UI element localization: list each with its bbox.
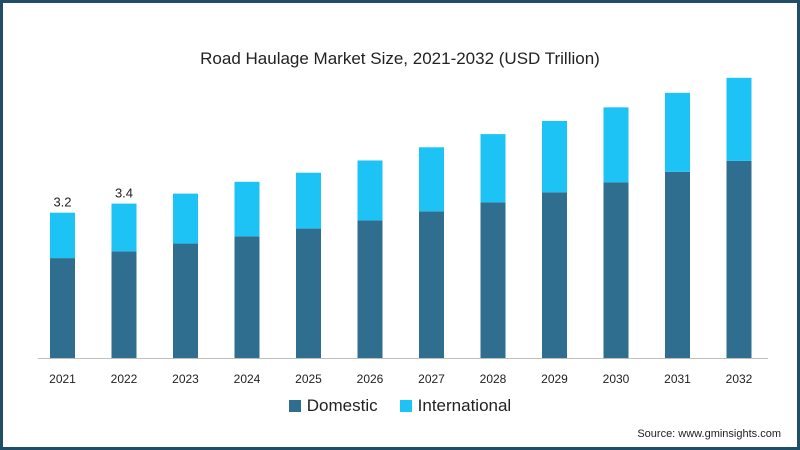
bar-domestic-2026	[357, 220, 383, 358]
x-tick-label-2021: 2021	[49, 372, 76, 386]
bar-international-2025	[296, 172, 321, 229]
bar-domestic-2030	[603, 182, 629, 358]
x-tick-label-2024: 2024	[234, 372, 261, 386]
bar-international-2031	[665, 92, 690, 172]
x-tick-label-2023: 2023	[172, 372, 199, 386]
x-tick-label-2028: 2028	[480, 372, 507, 386]
chart-title: Road Haulage Market Size, 2021-2032 (USD…	[200, 49, 600, 68]
legend-swatch-international	[399, 400, 412, 412]
source-note: Source: www.gminsights.com	[637, 428, 781, 440]
data-label-2021: 3.2	[53, 195, 71, 210]
bar-international-2024	[234, 181, 260, 237]
x-tick-label-2026: 2026	[357, 372, 384, 386]
bar-domestic-2022	[111, 251, 137, 358]
bar-international-2026	[357, 160, 383, 221]
bar-domestic-2029	[542, 192, 567, 358]
x-tick-label-2027: 2027	[418, 372, 445, 386]
bar-international-2030	[603, 107, 629, 183]
bar-international-2021	[50, 212, 75, 259]
bar-domestic-2032	[726, 160, 752, 358]
legend-label-international: International	[417, 396, 512, 415]
bar-chart: 2021 3.2 2022 3.4 2023 2024 2025 2026 2027 2028 20…	[38, 77, 768, 386]
bar-domestic-2025	[296, 228, 321, 358]
x-tick-label-2031: 2031	[664, 372, 691, 386]
bar-domestic-2024	[234, 236, 260, 358]
x-tick-label-2029: 2029	[541, 372, 568, 386]
bar-domestic-2028	[480, 202, 506, 358]
x-tick-label-2032: 2032	[726, 372, 753, 386]
legend-swatch-domestic	[288, 400, 301, 412]
chart-legend: Domestic International	[3, 396, 797, 416]
data-label-2022: 3.4	[115, 186, 133, 201]
x-tick-label-2025: 2025	[295, 372, 322, 386]
x-tick-label-2030: 2030	[603, 372, 630, 386]
bar-domestic-2021	[50, 258, 75, 358]
bar-domestic-2023	[173, 243, 198, 358]
legend-label-domestic: Domestic	[306, 396, 378, 415]
bar-international-2028	[480, 134, 506, 203]
bar-international-2023	[173, 193, 198, 244]
bar-international-2022	[111, 203, 137, 252]
bar-domestic-2027	[419, 211, 444, 358]
bar-domestic-2031	[665, 171, 690, 358]
bar-international-2027	[419, 147, 444, 212]
bar-international-2032	[726, 77, 752, 161]
legend-item-domestic: Domestic	[288, 396, 378, 416]
bar-international-2029	[542, 120, 567, 193]
x-tick-label-2022: 2022	[111, 372, 138, 386]
legend-item-international: International	[399, 396, 512, 416]
